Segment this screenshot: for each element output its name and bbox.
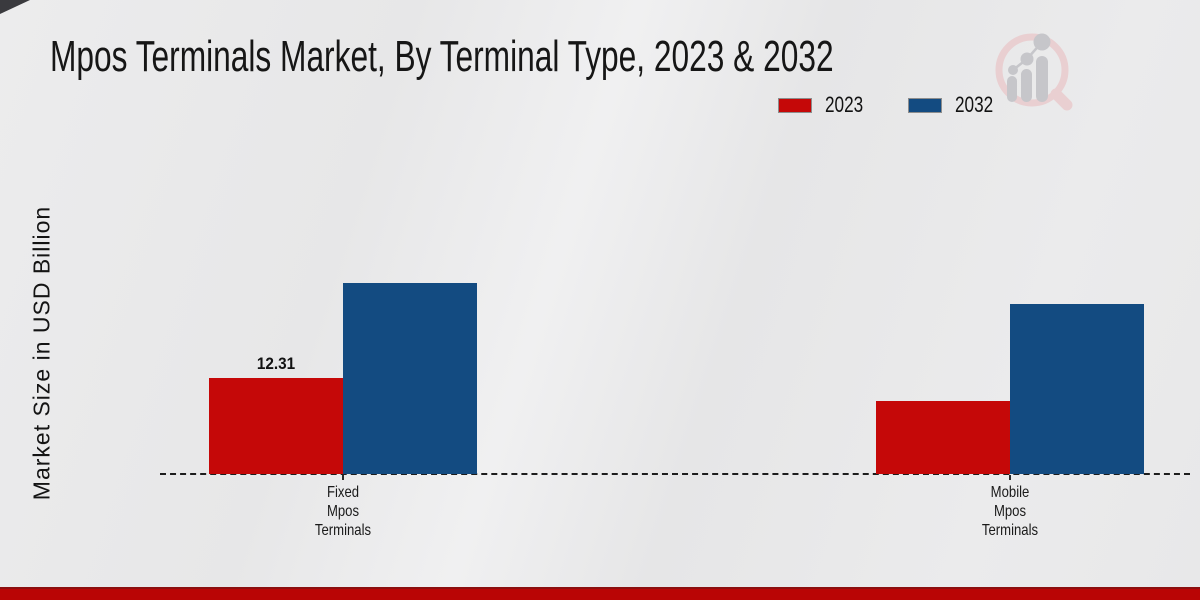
bar-2032-mobile-mpos-terminals bbox=[1010, 304, 1144, 474]
legend-label-2023: 2023 bbox=[825, 92, 864, 117]
legend: 2023 2032 bbox=[778, 94, 1004, 116]
legend-item-2023: 2023 bbox=[778, 94, 874, 116]
legend-item-2032: 2032 bbox=[907, 92, 1004, 117]
legend-label-2032: 2032 bbox=[954, 92, 994, 117]
legend-swatch-2023 bbox=[778, 97, 812, 113]
chart-title: Mpos Terminals Market, By Terminal Type,… bbox=[50, 32, 834, 81]
corner-accent bbox=[0, 0, 30, 14]
x-axis-tick bbox=[1009, 475, 1011, 480]
footer-bar bbox=[0, 587, 1200, 600]
bar-2023-mobile-mpos-terminals bbox=[876, 401, 1010, 474]
magnifier-growth-chart-logo bbox=[995, 33, 1073, 111]
bar-2032-fixed-mpos-terminals bbox=[343, 283, 477, 474]
category-label-fixed-mpos-terminals: Fixed Mpos Terminals bbox=[314, 484, 372, 539]
legend-swatch-2032 bbox=[907, 97, 942, 113]
bar-2023-fixed-mpos-terminals bbox=[209, 378, 343, 474]
x-axis-line bbox=[160, 473, 1190, 475]
x-axis-tick bbox=[342, 475, 344, 480]
bar-value-label: 12.31 bbox=[256, 354, 296, 373]
category-label-mobile-mpos-terminals: Mobile Mpos Terminals bbox=[981, 484, 1039, 539]
